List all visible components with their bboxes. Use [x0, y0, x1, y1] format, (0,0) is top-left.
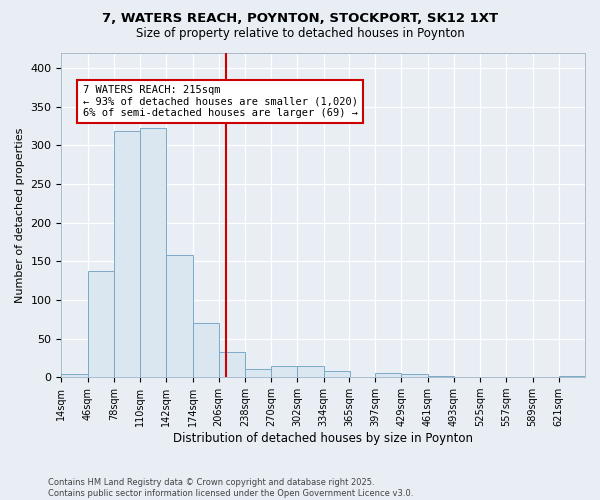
Bar	[245, 368, 271, 377]
Bar	[375, 374, 401, 377]
Bar	[114, 132, 140, 377]
Bar	[401, 374, 428, 377]
Bar	[428, 376, 454, 377]
Bar	[559, 376, 585, 377]
Bar	[140, 128, 166, 377]
Text: 7, WATERS REACH, POYNTON, STOCKPORT, SK12 1XT: 7, WATERS REACH, POYNTON, STOCKPORT, SK1…	[102, 12, 498, 26]
Bar	[166, 255, 193, 377]
Text: 7 WATERS REACH: 215sqm
← 93% of detached houses are smaller (1,020)
6% of semi-d: 7 WATERS REACH: 215sqm ← 93% of detached…	[83, 85, 358, 118]
Text: Size of property relative to detached houses in Poynton: Size of property relative to detached ho…	[136, 28, 464, 40]
Y-axis label: Number of detached properties: Number of detached properties	[15, 127, 25, 302]
Bar	[323, 371, 350, 377]
Bar	[219, 352, 245, 377]
Bar	[298, 366, 323, 377]
Bar	[61, 374, 88, 377]
Bar	[193, 323, 219, 377]
Bar	[88, 270, 114, 377]
Bar	[271, 366, 298, 377]
X-axis label: Distribution of detached houses by size in Poynton: Distribution of detached houses by size …	[173, 432, 473, 445]
Text: Contains HM Land Registry data © Crown copyright and database right 2025.
Contai: Contains HM Land Registry data © Crown c…	[48, 478, 413, 498]
